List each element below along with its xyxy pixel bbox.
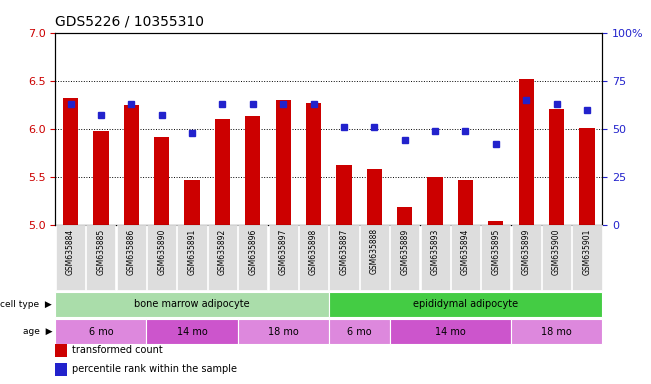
FancyBboxPatch shape [481,225,510,290]
FancyBboxPatch shape [451,225,480,290]
Bar [275,100,291,225]
Bar [458,180,473,225]
Bar [238,319,329,344]
Bar [154,137,169,225]
Text: GSM635894: GSM635894 [461,228,470,275]
Text: epididymal adipocyte: epididymal adipocyte [413,299,518,309]
Bar [579,128,594,225]
FancyBboxPatch shape [87,225,115,290]
Bar [245,116,260,225]
Text: percentile rank within the sample: percentile rank within the sample [72,364,237,374]
FancyBboxPatch shape [390,225,419,290]
Text: GSM635891: GSM635891 [187,228,197,275]
FancyBboxPatch shape [117,225,146,290]
FancyBboxPatch shape [542,225,571,290]
Bar [519,79,534,225]
Text: 18 mo: 18 mo [268,327,299,337]
Text: GSM635887: GSM635887 [339,228,348,275]
Text: GDS5226 / 10355310: GDS5226 / 10355310 [55,15,204,29]
Text: GSM635892: GSM635892 [218,228,227,275]
Bar [397,207,412,225]
Bar [488,221,503,225]
FancyBboxPatch shape [512,225,541,290]
Bar [329,292,602,316]
Bar [184,180,200,225]
Text: GSM635897: GSM635897 [279,228,288,275]
Text: GSM635900: GSM635900 [552,228,561,275]
Bar [55,319,146,344]
Text: GSM635896: GSM635896 [248,228,257,275]
FancyBboxPatch shape [147,225,176,290]
Text: GSM635895: GSM635895 [492,228,501,275]
FancyBboxPatch shape [421,225,450,290]
Bar [146,319,238,344]
Text: transformed count: transformed count [72,346,163,356]
Text: GSM635890: GSM635890 [157,228,166,275]
Bar [389,319,511,344]
Bar [329,319,389,344]
FancyBboxPatch shape [238,225,268,290]
Text: GSM635886: GSM635886 [127,228,136,275]
FancyBboxPatch shape [299,225,328,290]
Text: GSM635889: GSM635889 [400,228,409,275]
Text: bone marrow adipocyte: bone marrow adipocyte [134,299,250,309]
Text: 6 mo: 6 mo [347,327,372,337]
FancyBboxPatch shape [329,225,359,290]
Bar [306,103,321,225]
Text: age  ▶: age ▶ [23,327,52,336]
Bar [215,119,230,225]
FancyBboxPatch shape [269,225,298,290]
Bar [367,169,382,225]
FancyBboxPatch shape [572,225,602,290]
Bar [549,109,564,225]
FancyBboxPatch shape [56,225,85,290]
Bar [124,105,139,225]
Text: 6 mo: 6 mo [89,327,113,337]
Text: GSM635898: GSM635898 [309,228,318,275]
Text: cell type  ▶: cell type ▶ [1,300,52,309]
Text: GSM635884: GSM635884 [66,228,75,275]
Bar [337,166,352,225]
Bar [511,319,602,344]
Text: GSM635885: GSM635885 [96,228,105,275]
Text: 14 mo: 14 mo [435,327,465,337]
Bar [63,98,78,225]
Text: 14 mo: 14 mo [176,327,208,337]
Bar [93,131,109,225]
FancyBboxPatch shape [178,225,206,290]
Bar [55,344,67,357]
Bar [55,292,329,316]
Text: 18 mo: 18 mo [541,327,572,337]
Bar [55,363,67,376]
FancyBboxPatch shape [208,225,237,290]
Bar [428,177,443,225]
FancyBboxPatch shape [360,225,389,290]
Text: GSM635888: GSM635888 [370,228,379,275]
Text: GSM635893: GSM635893 [430,228,439,275]
Text: GSM635901: GSM635901 [583,228,592,275]
Text: GSM635899: GSM635899 [521,228,531,275]
